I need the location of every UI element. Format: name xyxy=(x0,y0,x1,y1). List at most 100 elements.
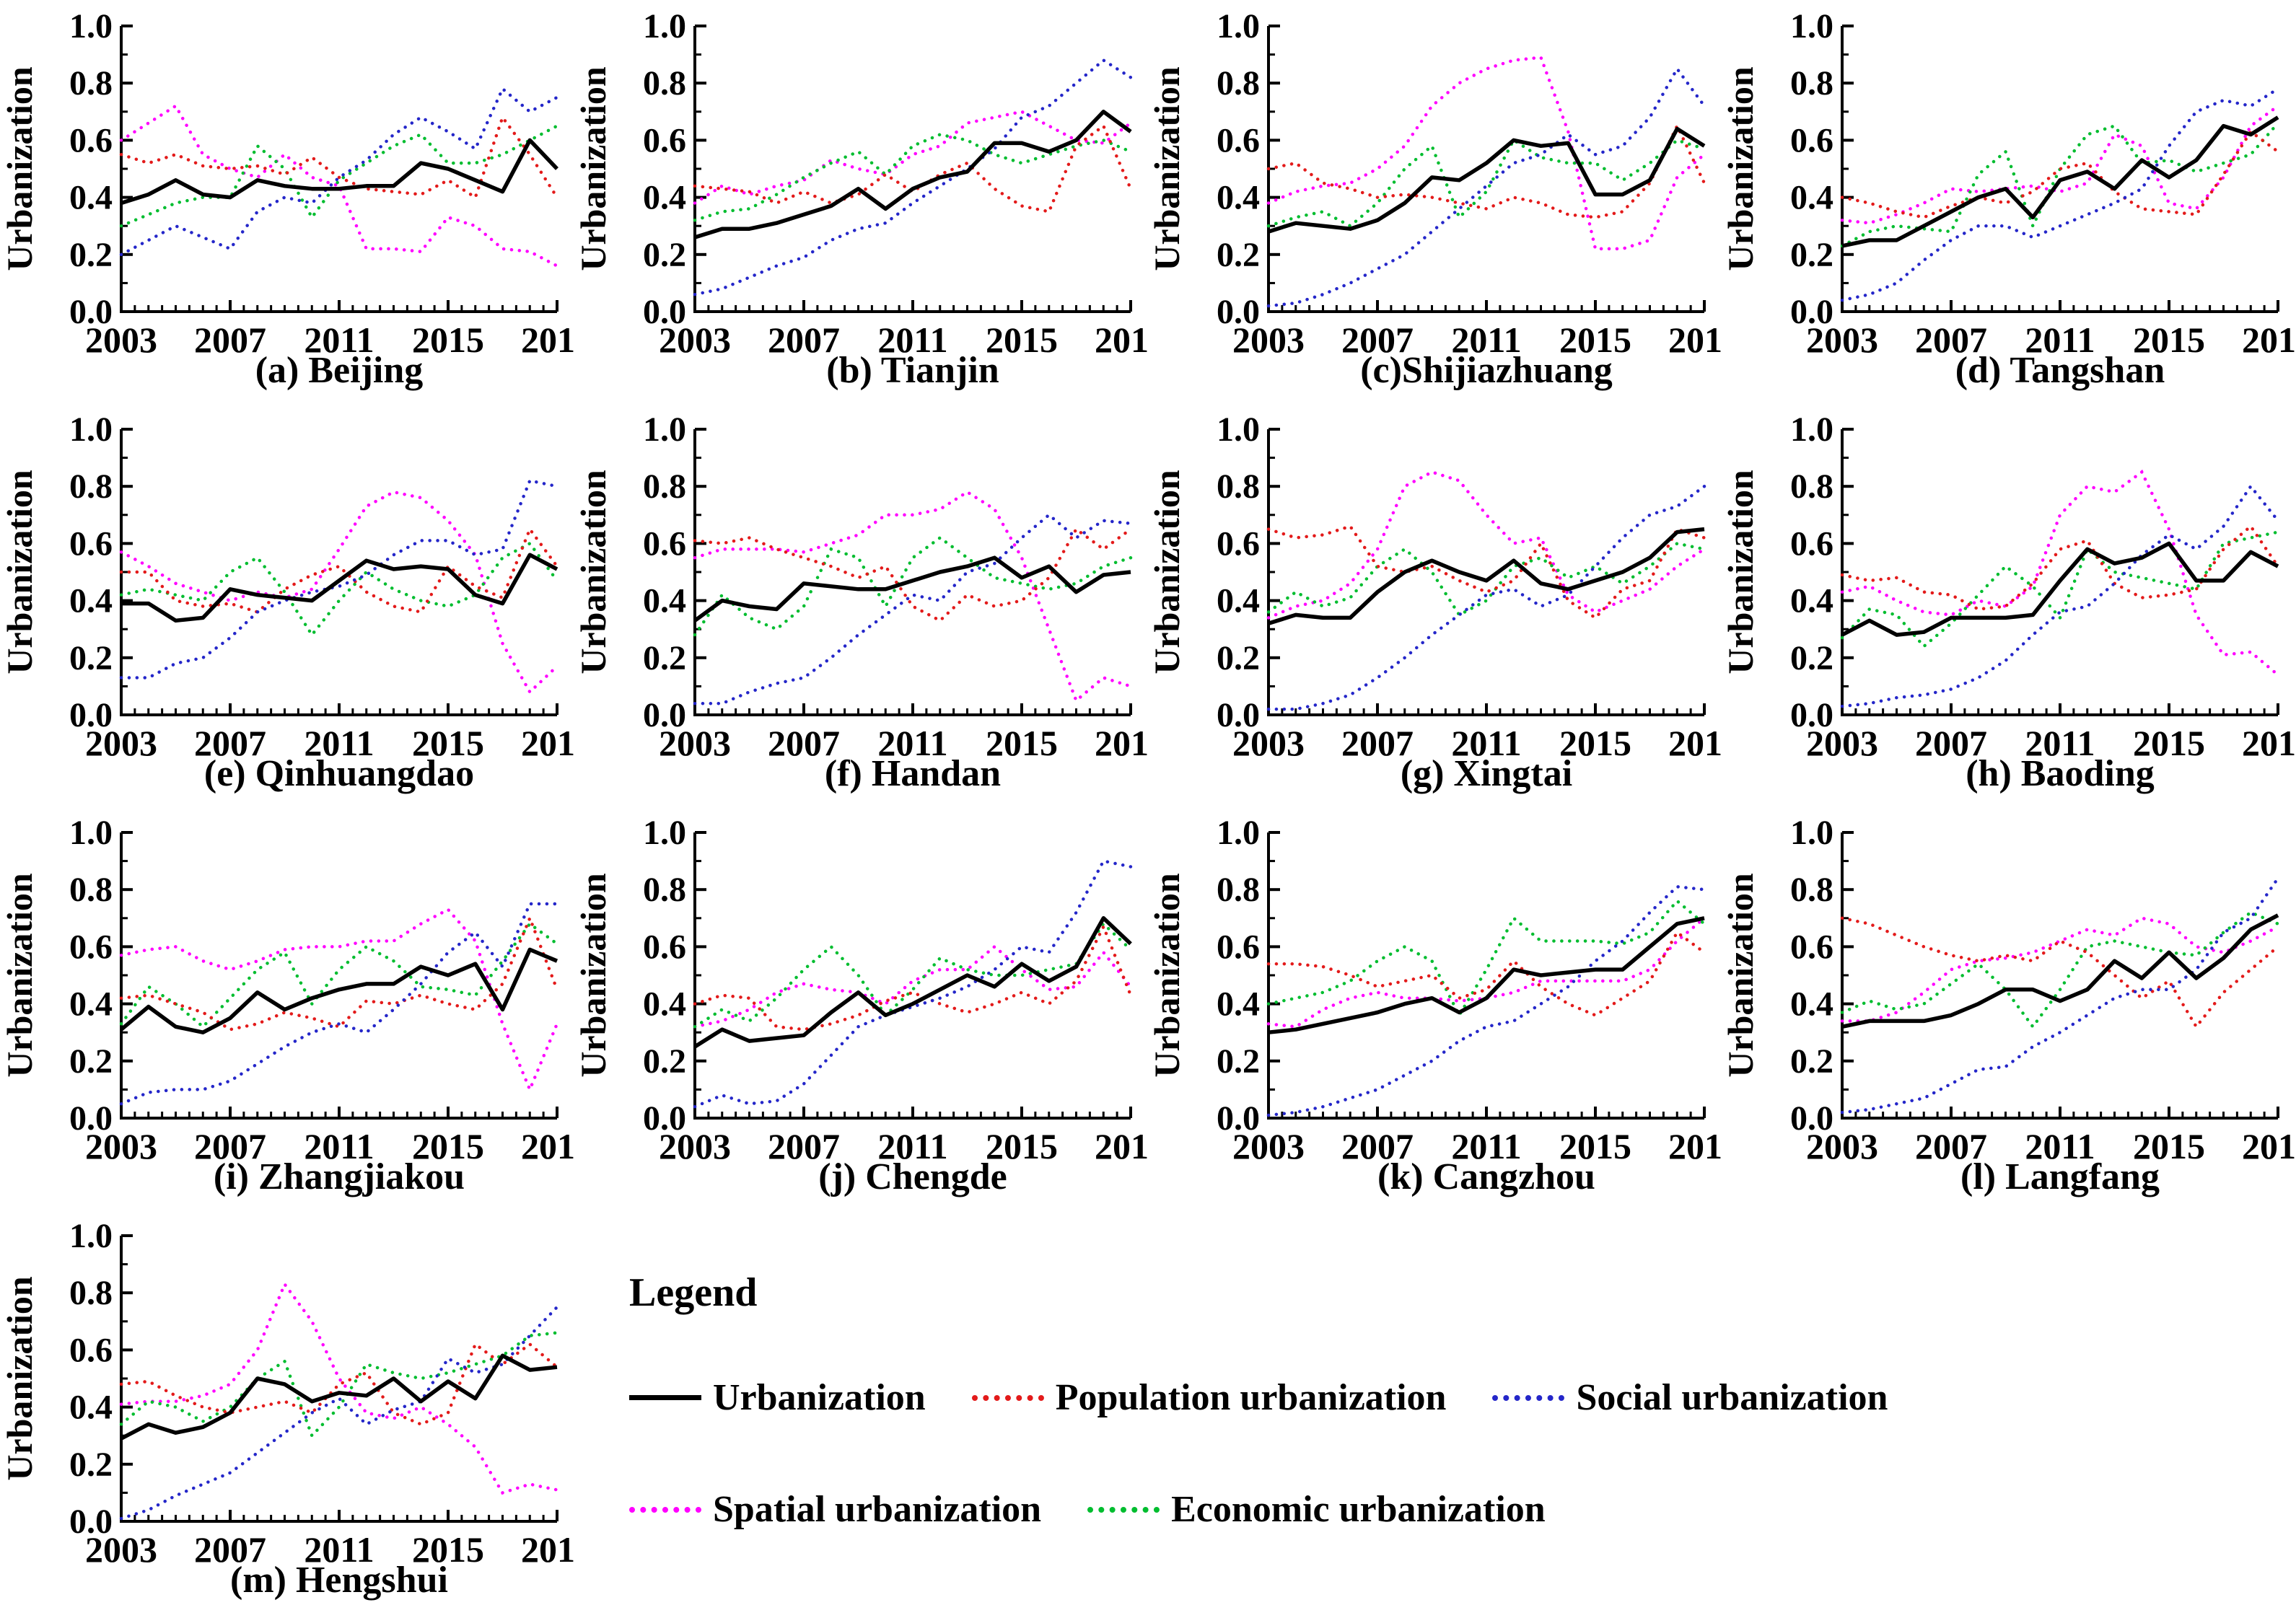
axis-spines xyxy=(693,832,1131,1120)
subplot-h-canvas: 0.0 0.2 0.4 0.6 0.8 1.0 2003 2007 2011 2015 2019 Ur… xyxy=(1720,410,2296,794)
y-tick-label: 0.8 xyxy=(1790,467,1833,506)
y-tick-label: 1.0 xyxy=(69,410,113,449)
subplot-h-economic-line xyxy=(1840,530,2280,649)
y-tick-label: 0.8 xyxy=(1217,64,1260,102)
subplot-m-spatial-line xyxy=(119,1280,559,1495)
subplot-k-caption: (k) Cangzhou xyxy=(1377,1156,1595,1197)
legend-label-social: Social urbanization xyxy=(1576,1377,1888,1418)
x-tick-label: 2015 xyxy=(2133,1126,2205,1166)
y-tick-label: 0.4 xyxy=(643,179,686,217)
y-tick-label: 0.6 xyxy=(1217,121,1260,159)
legend-label-economic: Economic urbanization xyxy=(1171,1489,1546,1530)
y-axis-title: Urbanization xyxy=(1721,66,1761,271)
legend-entry-spatial: Spatial urbanization xyxy=(629,1488,1041,1531)
legend-row-2: Spatial urbanization Economic urbanizati… xyxy=(629,1488,2282,1531)
x-tick-label: 2011 xyxy=(304,1529,374,1570)
subplot-c-canvas: 0.0 0.2 0.4 0.6 0.8 1.0 2003 2007 2011 2015 2019 Ur… xyxy=(1147,7,1740,391)
subplot-j-urbanization-line xyxy=(693,916,1132,1049)
legend-entry-population: Population urbanization xyxy=(971,1376,1447,1419)
y-tick-label: 0.2 xyxy=(69,236,113,274)
y-tick-label: 1.0 xyxy=(1217,7,1260,45)
y-tick-label: 0.0 xyxy=(1217,293,1260,331)
axis-spines xyxy=(693,429,1131,716)
y-axis-title: Urbanization xyxy=(1721,470,1761,674)
subplot-m-population-line xyxy=(119,1341,559,1426)
x-tick-label: 2003 xyxy=(85,1126,157,1166)
urbanization-line-swatch xyxy=(629,1395,701,1400)
legend: Legend Urbanization Population urbanizat… xyxy=(629,1270,2282,1531)
x-tick-label: 2003 xyxy=(659,320,731,360)
y-tick-label: 0.0 xyxy=(1790,1099,1833,1138)
x-tick-label: 2015 xyxy=(412,723,484,763)
subplot-a-caption: (a) Beijing xyxy=(255,350,424,391)
legend-label-population: Population urbanization xyxy=(1055,1377,1447,1418)
y-tick-label: 1.0 xyxy=(643,410,686,449)
y-tick-label: 0.8 xyxy=(643,467,686,506)
y-tick-label: 0.0 xyxy=(69,1099,113,1138)
subplot-a-canvas: 0.0 0.2 0.4 0.6 0.8 1.0 2003 2007 2011 2015 2019 Ur… xyxy=(0,7,593,391)
y-tick-label: 0.0 xyxy=(69,293,113,331)
subplot-e-economic-line xyxy=(119,541,559,638)
x-tick-label: 2003 xyxy=(659,1126,731,1166)
subplot-d-urbanization-line xyxy=(1841,115,2279,248)
y-tick-label: 0.2 xyxy=(1217,639,1260,677)
subplot-d-population-line xyxy=(1840,129,2280,219)
x-tick-label: 2011 xyxy=(304,320,374,360)
x-tick-label: 2019 xyxy=(1668,320,1721,360)
y-tick-label: 0.4 xyxy=(643,985,686,1024)
subplot-c-spatial-line xyxy=(1266,56,1706,251)
subplot-h-caption: (h) Baoding xyxy=(1966,753,2155,794)
subplot-i-canvas: 0.0 0.2 0.4 0.6 0.8 1.0 2003 2007 2011 2015 2019 Ur… xyxy=(0,814,593,1197)
economic-dotted-swatch xyxy=(1087,1506,1160,1513)
subplot-j-economic-line xyxy=(693,921,1133,1029)
y-axis-title: Urbanization xyxy=(1147,873,1187,1078)
subplot-b: 0.0 0.2 0.4 0.6 0.8 1.0 2003 2007 2011 2015 2019 Ur… xyxy=(573,1,1167,405)
legend-row-1: Urbanization Population urbanization Soc… xyxy=(629,1376,2282,1419)
y-tick-label: 1.0 xyxy=(643,814,686,852)
subplot-l: 0.0 0.2 0.4 0.6 0.8 1.0 2003 2007 2011 2015 2019 Ur… xyxy=(1720,808,2296,1211)
x-tick-label: 2007 xyxy=(1915,320,1987,360)
subplot-k: 0.0 0.2 0.4 0.6 0.8 1.0 2003 2007 2011 2015 2019 Ur… xyxy=(1147,808,1740,1211)
x-tick-label: 2007 xyxy=(194,723,266,763)
x-tick-label: 2007 xyxy=(1341,723,1414,763)
subplot-c-caption: (c)Shijiazhuang xyxy=(1360,350,1613,391)
x-tick-label: 2015 xyxy=(1559,1126,1631,1166)
y-tick-label: 1.0 xyxy=(69,814,113,852)
subplot-i: 0.0 0.2 0.4 0.6 0.8 1.0 2003 2007 2011 2015 2019 Ur… xyxy=(0,808,593,1211)
x-tick-label: 2019 xyxy=(521,320,574,360)
y-tick-label: 0.4 xyxy=(1217,582,1260,620)
y-axis-title: Urbanization xyxy=(574,66,613,271)
x-tick-label: 2015 xyxy=(1559,320,1631,360)
x-tick-label: 2007 xyxy=(768,320,840,360)
x-tick-label: 2003 xyxy=(85,1529,157,1570)
x-tick-label: 2011 xyxy=(1451,320,1521,360)
x-tick-label: 2019 xyxy=(2242,1126,2295,1166)
subplot-l-social-line xyxy=(1840,876,2280,1114)
subplot-b-social-line xyxy=(693,58,1133,296)
y-axis-title: Urbanization xyxy=(0,1276,40,1481)
legend-label-spatial: Spatial urbanization xyxy=(713,1489,1042,1530)
x-tick-label: 2019 xyxy=(1668,1126,1721,1166)
subplot-j-canvas: 0.0 0.2 0.4 0.6 0.8 1.0 2003 2007 2011 2015 2019 Ur… xyxy=(573,814,1167,1197)
x-tick-label: 2011 xyxy=(2025,723,2095,763)
x-tick-label: 2007 xyxy=(194,1529,266,1570)
y-axis-title: Urbanization xyxy=(574,873,613,1078)
y-tick-label: 0.6 xyxy=(643,524,686,563)
y-tick-label: 0.4 xyxy=(1790,582,1833,620)
x-tick-label: 2015 xyxy=(2133,320,2205,360)
x-tick-label: 2011 xyxy=(304,1126,374,1166)
subplot-k-economic-line xyxy=(1266,898,1706,1019)
y-axis-title: Urbanization xyxy=(0,470,40,674)
subplot-d-social-line xyxy=(1840,87,2280,302)
subplot-g-economic-line xyxy=(1266,541,1706,617)
subplot-h-population-line xyxy=(1840,524,2280,611)
x-tick-label: 2015 xyxy=(986,723,1058,763)
subplot-g: 0.0 0.2 0.4 0.6 0.8 1.0 2003 2007 2011 2015 2019 Ur… xyxy=(1147,405,1740,808)
y-tick-label: 0.4 xyxy=(1217,179,1260,217)
y-tick-label: 1.0 xyxy=(1790,7,1833,45)
subplot-e-population-line xyxy=(119,525,559,614)
x-tick-label: 2007 xyxy=(1915,723,1987,763)
y-tick-label: 0.6 xyxy=(1790,928,1833,966)
y-tick-label: 0.8 xyxy=(1790,871,1833,909)
